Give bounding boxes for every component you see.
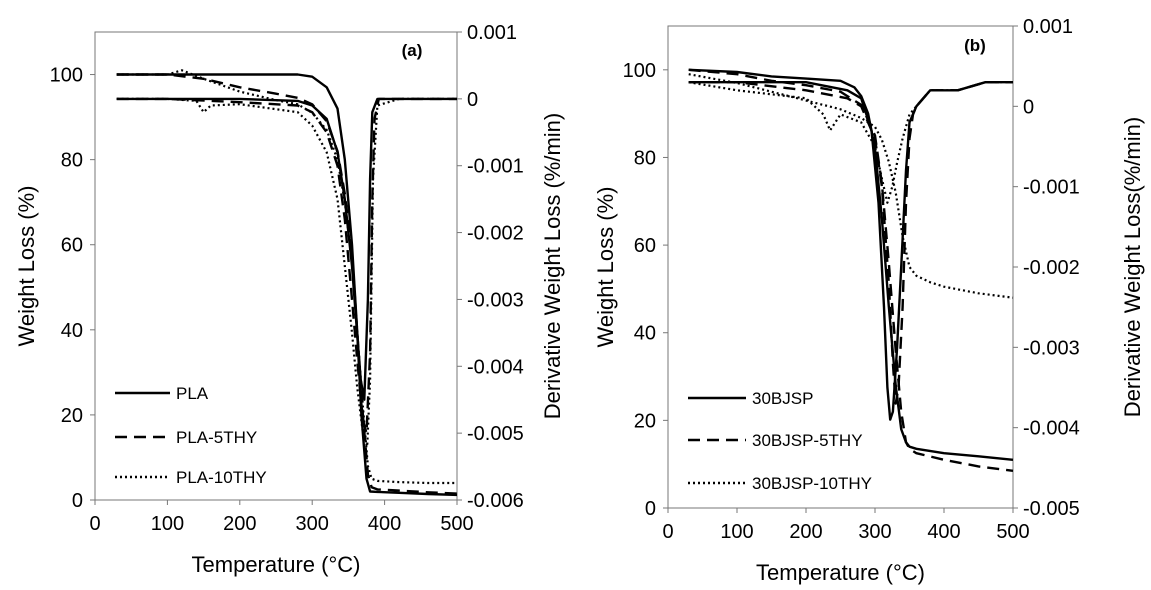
y2-tick-label: 0 <box>1023 96 1034 118</box>
chart-panel-b: 0 100 200 300 400 500 0 20 40 60 80 100 -0.005 -0.004… <box>593 16 1145 585</box>
legend: PLA PLA-5THY PLA-10THY <box>115 384 267 487</box>
x-tick-label: 300 <box>858 521 891 543</box>
series-line-30bjsp-5thy-tg <box>688 68 1014 472</box>
y-tick-label: 40 <box>634 323 656 345</box>
series-line-pla-tg <box>116 73 458 497</box>
y2-tick-label: 0.001 <box>1023 16 1073 38</box>
y-tick-label: 60 <box>61 235 83 257</box>
y2-tick-label: -0.002 <box>467 223 524 245</box>
x-tick-label: 200 <box>223 513 256 535</box>
y-tick-label: 100 <box>50 65 83 87</box>
series-line-30bjsp-10thy-dtg <box>688 81 1013 204</box>
y2-tick-label: -0.001 <box>467 156 524 178</box>
series-line-pla-5thy-dtg <box>116 97 457 435</box>
y2-tick-label: -0.005 <box>1023 498 1080 520</box>
y-tick-label: 60 <box>634 235 656 257</box>
y-tick-label: 80 <box>634 147 656 169</box>
y2-tick-label: -0.002 <box>1023 257 1080 279</box>
x-tick-label: 500 <box>440 513 473 535</box>
legend-entry: PLA <box>176 384 209 403</box>
y2-axis-title: Derivative Weight Loss (%/min) <box>540 113 565 419</box>
series-line-pla-5thy-tg <box>116 73 458 495</box>
legend: 30BJSP 30BJSP-5THY 30BJSP-10THY <box>688 389 872 493</box>
x-tick-label: 100 <box>151 513 184 535</box>
x-tick-label: 0 <box>89 513 100 535</box>
legend-entry: 30BJSP-10THY <box>752 474 872 493</box>
legend-entry: PLA-10THY <box>176 468 267 487</box>
y-axis-title: Weight Loss (%) <box>593 187 618 348</box>
plot-frame <box>94 31 458 501</box>
y2-tick-label: -0.001 <box>1023 177 1080 199</box>
x-tick-label: 300 <box>296 513 329 535</box>
y-axis-title: Weight Loss (%) <box>14 186 39 347</box>
x-tick-label: 100 <box>720 521 753 543</box>
y-tick-label: 20 <box>61 405 83 427</box>
x-axis-title: Temperature (°C) <box>192 552 361 577</box>
y2-tick-label: -0.004 <box>467 356 524 378</box>
y-tick-label: 20 <box>634 410 656 432</box>
y-tick-label: 0 <box>645 498 656 520</box>
series-line-30bjsp-5thy-dtg <box>688 80 1013 405</box>
y2-tick-label: -0.003 <box>467 289 524 311</box>
y2-axis-title: Derivative Weight Loss(%/min) <box>1120 117 1145 417</box>
y-tick-label: 40 <box>61 320 83 342</box>
series-line-pla-dtg <box>116 97 457 401</box>
y2-tick-label: 0 <box>467 89 478 111</box>
panel-label: (b) <box>964 36 986 55</box>
series-line-pla-10thy-dtg <box>116 97 457 448</box>
series-line-30bjsp-tg <box>688 68 1014 461</box>
series-line-30bjsp-dtg <box>688 80 1013 421</box>
y2-tick-label: -0.006 <box>467 490 524 512</box>
x-axis-title: Temperature (°C) <box>756 560 925 585</box>
y-tick-label: 0 <box>72 490 83 512</box>
series-line-30bjsp-10thy-tg <box>688 73 1014 299</box>
x-tick-label: 400 <box>368 513 401 535</box>
y-tick-label: 100 <box>623 60 656 82</box>
x-tick-label: 400 <box>927 521 960 543</box>
y2-tick-label: -0.004 <box>1023 418 1080 440</box>
y-tick-label: 80 <box>61 150 83 172</box>
x-tick-label: 500 <box>996 521 1029 543</box>
legend-entry: 30BJSP-5THY <box>752 431 863 450</box>
y2-tick-label: -0.003 <box>1023 337 1080 359</box>
panel-label: (a) <box>402 41 423 60</box>
legend-entry: PLA-5THY <box>176 428 257 447</box>
series-line-pla-10thy-tg <box>116 69 457 485</box>
y2-tick-label: 0.001 <box>467 22 517 44</box>
chart-panel-a: 0 100 200 300 400 500 0 20 40 60 80 100 -0.006 -0.005… <box>14 22 565 577</box>
y2-tick-label: -0.005 <box>467 423 524 445</box>
x-tick-label: 200 <box>789 521 822 543</box>
legend-entry: 30BJSP <box>752 389 813 408</box>
x-tick-label: 0 <box>662 521 673 543</box>
